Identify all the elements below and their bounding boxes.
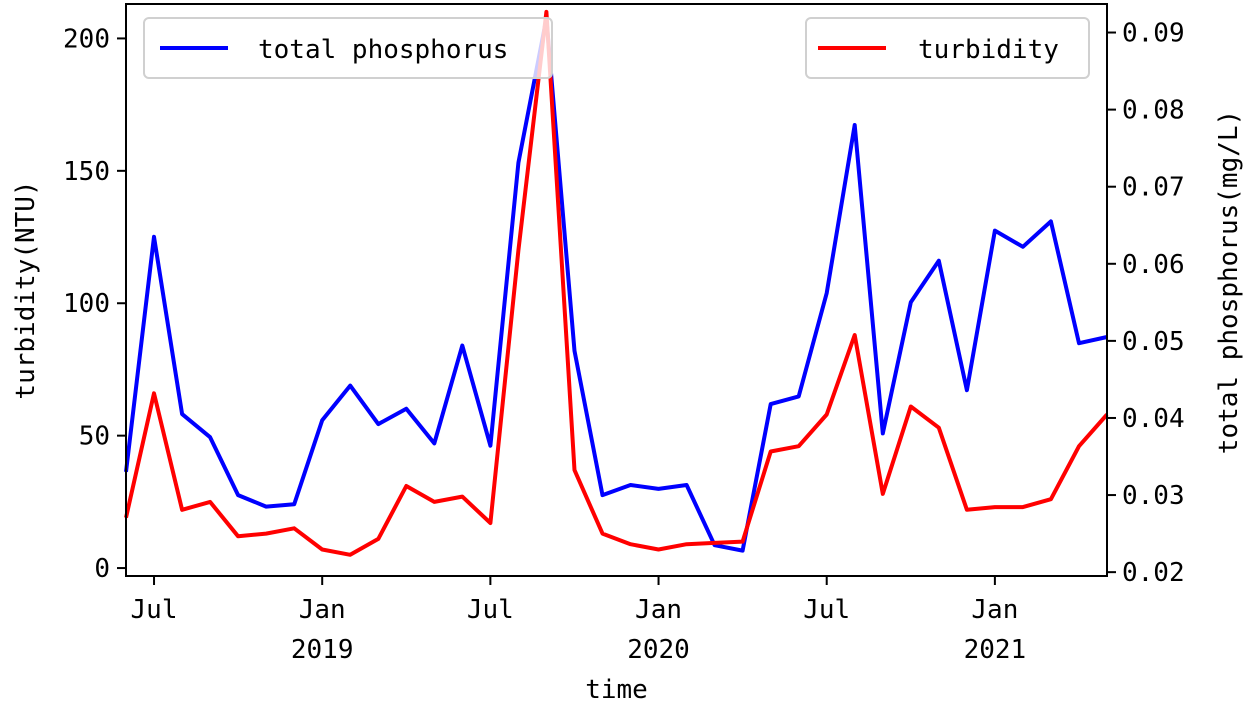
x-axis-label: time: [585, 675, 648, 705]
y-tick-label: 200: [63, 24, 110, 54]
y-tick-label: 0: [94, 554, 110, 584]
y2-tick-label: 0.08: [1122, 96, 1185, 126]
x-tick-label: Jan: [635, 595, 682, 625]
x-tick-label: Jul: [131, 595, 178, 625]
y2-tick-label: 0.03: [1122, 481, 1185, 511]
legend-label: turbidity: [918, 35, 1059, 65]
legend-total-phosphorus: total phosphorus: [143, 17, 553, 79]
y2-axis-label: total phosphorus(mg/L): [1214, 110, 1244, 454]
y-tick-label: 100: [63, 289, 110, 319]
legend-box: [143, 17, 553, 79]
y2-tick-label: 0.07: [1122, 173, 1185, 203]
y2-tick-label: 0.04: [1122, 404, 1185, 434]
x-tick-year: 2021: [964, 635, 1027, 665]
y2-tick-label: 0.06: [1122, 250, 1185, 280]
x-tick-label: Jan: [971, 595, 1018, 625]
legend-turbidity: turbidity: [805, 17, 1090, 79]
x-tick-label: Jul: [467, 595, 514, 625]
legend-box: [805, 17, 1090, 79]
x-tick-year: 2020: [627, 635, 690, 665]
series-line-turbidity: [124, 9, 1109, 557]
y-axis-label: turbidity(NTU): [11, 180, 41, 399]
x-tick-year: 2019: [291, 635, 354, 665]
y-tick-label: 50: [79, 422, 110, 452]
y2-tick-label: 0.05: [1122, 327, 1185, 357]
x-tick-label: Jul: [803, 595, 850, 625]
legend-label: total phosphorus: [258, 35, 508, 65]
y2-tick-label: 0.02: [1122, 558, 1185, 588]
y-tick-label: 150: [63, 157, 110, 187]
y2-tick-label: 0.09: [1122, 19, 1185, 49]
series-line-total-phosphorus: [124, 16, 1108, 553]
plot-frame: [125, 3, 1108, 577]
x-tick-label: Jan: [299, 595, 346, 625]
